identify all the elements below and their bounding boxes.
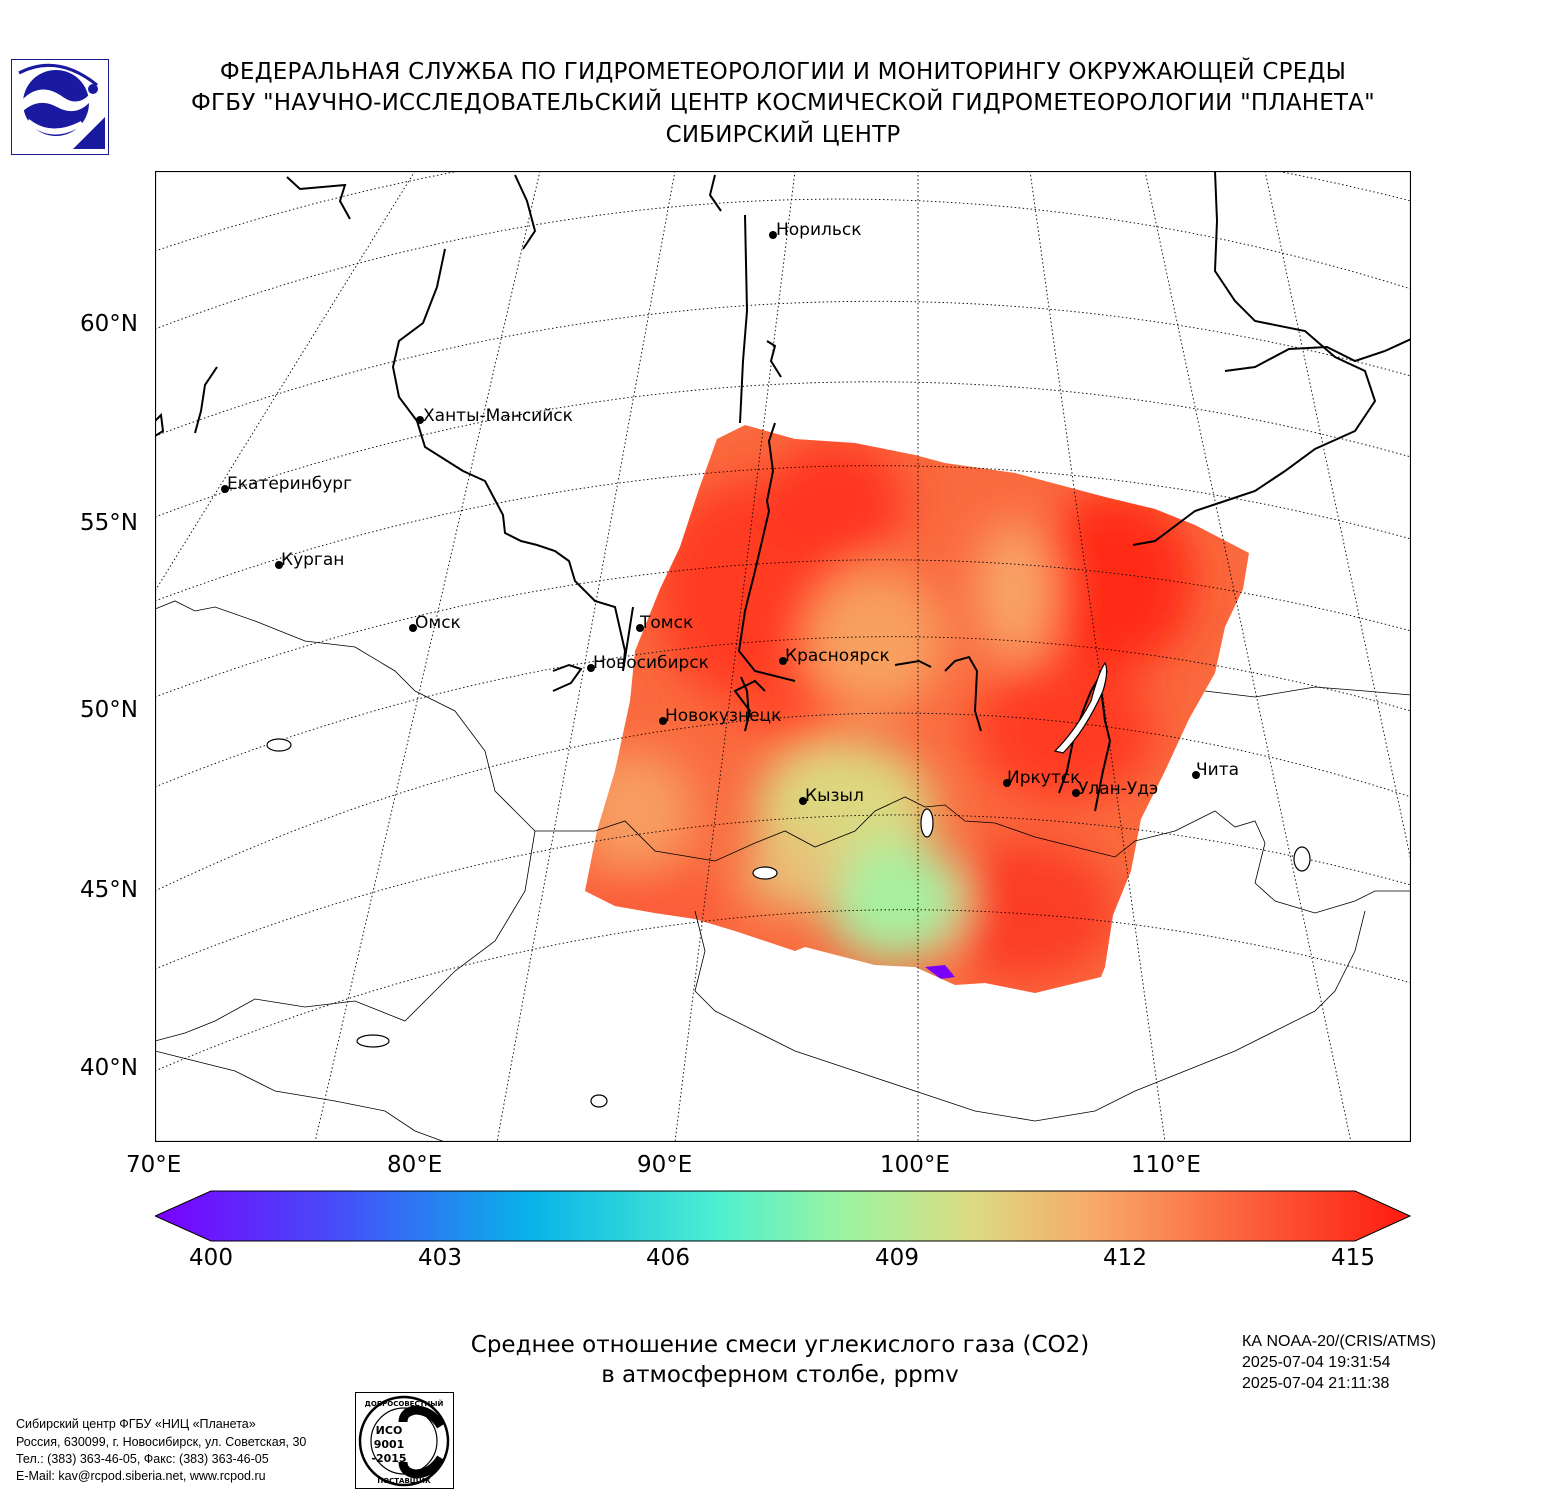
lat-label-50: 50°N bbox=[80, 697, 138, 723]
colorbar bbox=[153, 1190, 1412, 1242]
svg-text:Ханты-Мансийск: Ханты-Мансийск bbox=[423, 406, 573, 426]
iso-badge: ДОБРОСОВЕСТНЫЙ ИСО 9001 -2015 ПОСТАВЩИК bbox=[355, 1392, 454, 1489]
lat-label-45: 45°N bbox=[80, 877, 138, 903]
country-borders bbox=[155, 600, 1411, 1142]
lat-label-40: 40°N bbox=[80, 1055, 138, 1081]
svg-text:Иркутск: Иркутск bbox=[1007, 768, 1080, 788]
footer-email: E-Mail: kav@rcpod.siberia.net, www.rcpod… bbox=[16, 1469, 266, 1483]
city-yekaterinburg: Екатеринбург bbox=[221, 474, 352, 494]
map-panel: Норильск Ханты-Мансийск Екатеринбург Кур… bbox=[155, 171, 1411, 1142]
colorbar-tick-415: 415 bbox=[1331, 1245, 1375, 1271]
city-novosibirsk: Новосибирск bbox=[587, 653, 709, 673]
svg-text:Омск: Омск bbox=[415, 613, 461, 633]
pass-end-time: 2025-07-04 21:11:38 bbox=[1242, 1375, 1390, 1392]
iso-text: ИСО bbox=[376, 1424, 403, 1437]
city-norilsk: Норильск bbox=[769, 220, 862, 240]
city-kurgan: Курган bbox=[275, 550, 344, 570]
svg-text:Кызыл: Кызыл bbox=[805, 786, 864, 806]
lon-label-70: 70°E bbox=[126, 1152, 182, 1178]
lon-label-90: 90°E bbox=[637, 1152, 693, 1178]
colorbar-tick-403: 403 bbox=[418, 1245, 462, 1271]
satellite-name: КА NOAA-20/(CRIS/ATMS) bbox=[1242, 1333, 1436, 1350]
colorbar-tick-409: 409 bbox=[875, 1245, 919, 1271]
city-khanty-mansiysk: Ханты-Мансийск bbox=[416, 406, 573, 426]
iso-number: 9001 bbox=[374, 1438, 405, 1451]
header-line-1: ФЕДЕРАЛЬНАЯ СЛУЖБА ПО ГИДРОМЕТЕОРОЛОГИИ … bbox=[219, 59, 1347, 85]
roshydromet-logo bbox=[11, 59, 109, 155]
svg-text:Красноярск: Красноярск bbox=[785, 646, 890, 666]
header-line-3: СИБИРСКИЙ ЦЕНТР bbox=[665, 122, 901, 148]
pass-start-time: 2025-07-04 19:31:54 bbox=[1242, 1354, 1391, 1371]
city-krasnoyarsk: Красноярск bbox=[779, 646, 890, 666]
city-tomsk: Томск bbox=[636, 613, 693, 633]
svg-text:Екатеринбург: Екатеринбург bbox=[227, 474, 352, 494]
caption-line-2: в атмосферном столбе, ppmv bbox=[601, 1362, 959, 1388]
cities: Норильск Ханты-Мансийск Екатеринбург Кур… bbox=[221, 220, 1239, 806]
lon-label-80: 80°E bbox=[387, 1152, 443, 1178]
colorbar-tick-400: 400 bbox=[189, 1245, 233, 1271]
iso-year: -2015 bbox=[371, 1452, 406, 1465]
graticule bbox=[155, 171, 1411, 1142]
lakes bbox=[266, 661, 1311, 1108]
lon-label-110: 110°E bbox=[1131, 1152, 1201, 1178]
svg-text:Новосибирск: Новосибирск bbox=[593, 653, 709, 673]
svg-text:Новокузнецк: Новокузнецк bbox=[665, 706, 781, 726]
city-chita: Чита bbox=[1192, 760, 1239, 780]
city-kyzyl: Кызыл bbox=[799, 786, 864, 806]
svg-text:Томск: Томск bbox=[639, 613, 693, 633]
svg-text:Чита: Чита bbox=[1196, 760, 1239, 780]
lat-label-55: 55°N bbox=[80, 510, 138, 536]
svg-text:Курган: Курган bbox=[281, 550, 344, 570]
city-irkutsk: Иркутск bbox=[1003, 768, 1080, 788]
header-line-2: ФГБУ "НАУЧНО-ИССЛЕДОВАТЕЛЬСКИЙ ЦЕНТР КОС… bbox=[191, 90, 1375, 116]
iso-top-text: ДОБРОСОВЕСТНЫЙ bbox=[365, 1399, 444, 1408]
caption-line-1: Среднее отношение смеси углекислого газа… bbox=[470, 1332, 1090, 1358]
svg-text:Норильск: Норильск bbox=[776, 220, 862, 240]
colorbar-tick-412: 412 bbox=[1103, 1245, 1147, 1271]
footer-org: Сибирский центр ФГБУ «НИЦ «Планета» bbox=[16, 1417, 256, 1431]
city-omsk: Омск bbox=[409, 613, 461, 633]
co2-field bbox=[585, 425, 1249, 993]
svg-text:Улан-Удэ: Улан-Удэ bbox=[1078, 779, 1158, 799]
colorbar-tick-406: 406 bbox=[646, 1245, 690, 1271]
footer-address: Россия, 630099, г. Новосибирск, ул. Сове… bbox=[16, 1435, 307, 1449]
city-novokuznetsk: Новокузнецк bbox=[659, 706, 781, 726]
lat-label-60: 60°N bbox=[80, 311, 138, 337]
lon-label-100: 100°E bbox=[880, 1152, 950, 1178]
city-ulan-ude: Улан-Удэ bbox=[1072, 779, 1158, 799]
iso-bottom-text: ПОСТАВЩИК bbox=[377, 1477, 431, 1485]
footer-phone: Тел.: (383) 363-46-05, Факс: (383) 363-4… bbox=[16, 1452, 269, 1466]
rivers-and-coasts bbox=[155, 171, 1411, 812]
